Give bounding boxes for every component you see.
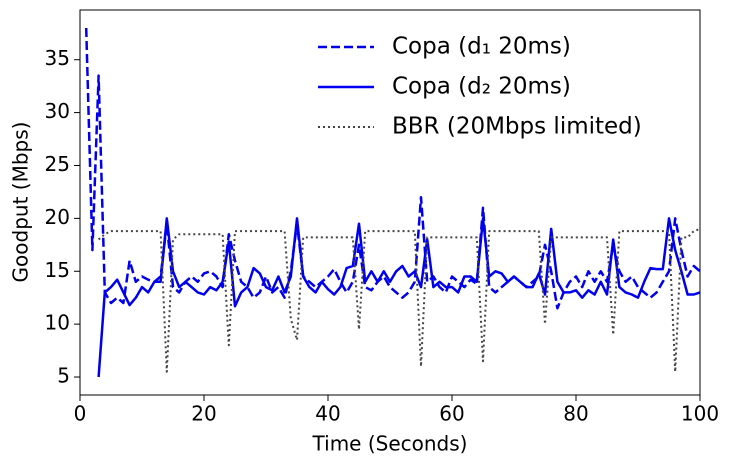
- legend-label: Copa (d₂ 20ms): [392, 74, 571, 100]
- y-tick-label: 25: [45, 152, 70, 176]
- y-tick-label: 5: [57, 364, 70, 388]
- y-tick-label: 20: [45, 205, 70, 229]
- y-axis-label: Goodput (Mbps): [9, 122, 33, 283]
- legend-label: Copa (d₁ 20ms): [392, 34, 571, 60]
- y-tick-label: 35: [45, 46, 70, 70]
- x-tick-label: 60: [439, 402, 464, 426]
- series-line: [97, 217, 701, 378]
- x-tick-label: 80: [563, 402, 588, 426]
- x-tick-label: 40: [315, 402, 340, 426]
- plot-frame: [79, 9, 701, 396]
- legend-label: BBR (20Mbps limited): [392, 114, 642, 140]
- series-line: [84, 27, 701, 310]
- x-tick-label: 100: [681, 402, 719, 426]
- y-tick-label: 10: [45, 311, 70, 335]
- y-tick-label: 30: [45, 99, 70, 123]
- x-tick-label: 0: [74, 402, 87, 426]
- x-axis-label: Time (Seconds): [312, 432, 468, 456]
- series-line: [97, 227, 701, 373]
- y-tick-label: 15: [45, 258, 70, 282]
- x-tick-label: 20: [191, 402, 216, 426]
